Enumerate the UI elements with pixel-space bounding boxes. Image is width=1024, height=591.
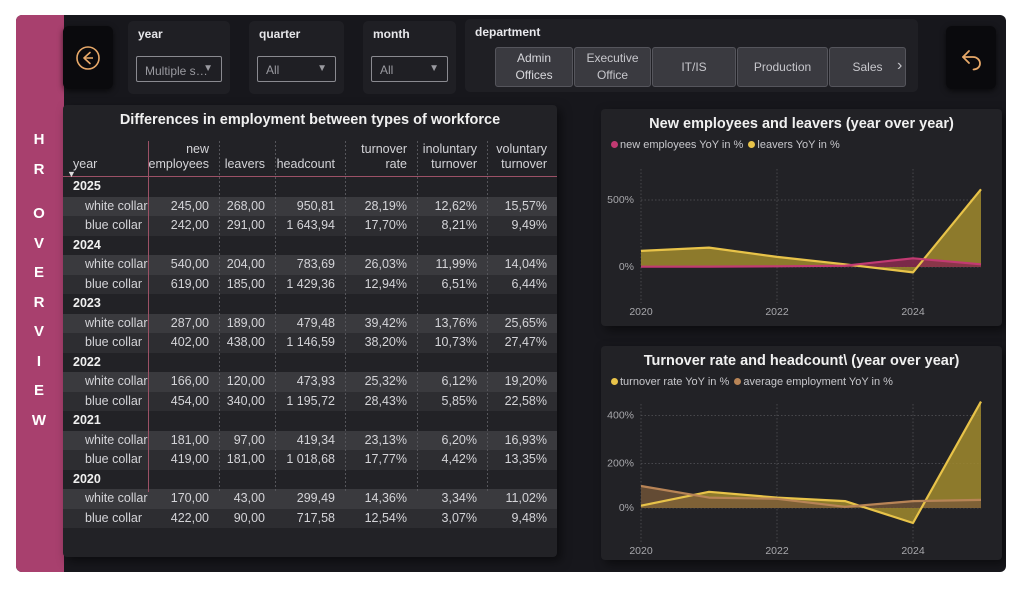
svg-text:2024: 2024: [901, 545, 925, 557]
svg-text:0%: 0%: [619, 502, 634, 514]
svg-text:0%: 0%: [619, 261, 634, 273]
svg-text:2022: 2022: [765, 306, 789, 318]
svg-text:400%: 400%: [607, 410, 634, 422]
svg-text:500%: 500%: [607, 194, 634, 206]
svg-text:200%: 200%: [607, 458, 634, 470]
svg-text:2020: 2020: [629, 306, 653, 318]
svg-text:2024: 2024: [901, 306, 925, 318]
svg-text:2020: 2020: [629, 545, 653, 557]
svg-text:2022: 2022: [765, 545, 789, 557]
